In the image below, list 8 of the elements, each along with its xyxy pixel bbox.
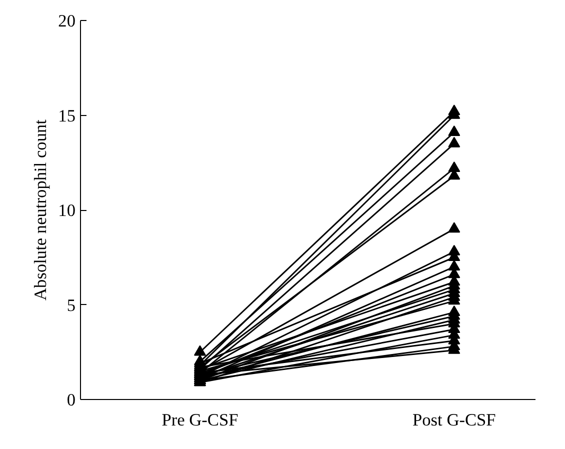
y-tick-label: 10 xyxy=(58,201,76,220)
x-tick-label: Pre G-CSF xyxy=(162,410,239,430)
y-tick-label: 15 xyxy=(58,106,76,126)
y-tick-label: 5 xyxy=(66,296,76,315)
x-tick-label: Post G-CSF xyxy=(412,410,496,430)
y-tick-label: 20 xyxy=(58,12,76,30)
y-axis-title: Absolute neutrophil count xyxy=(31,119,50,300)
y-tick-label: 0 xyxy=(66,390,76,410)
